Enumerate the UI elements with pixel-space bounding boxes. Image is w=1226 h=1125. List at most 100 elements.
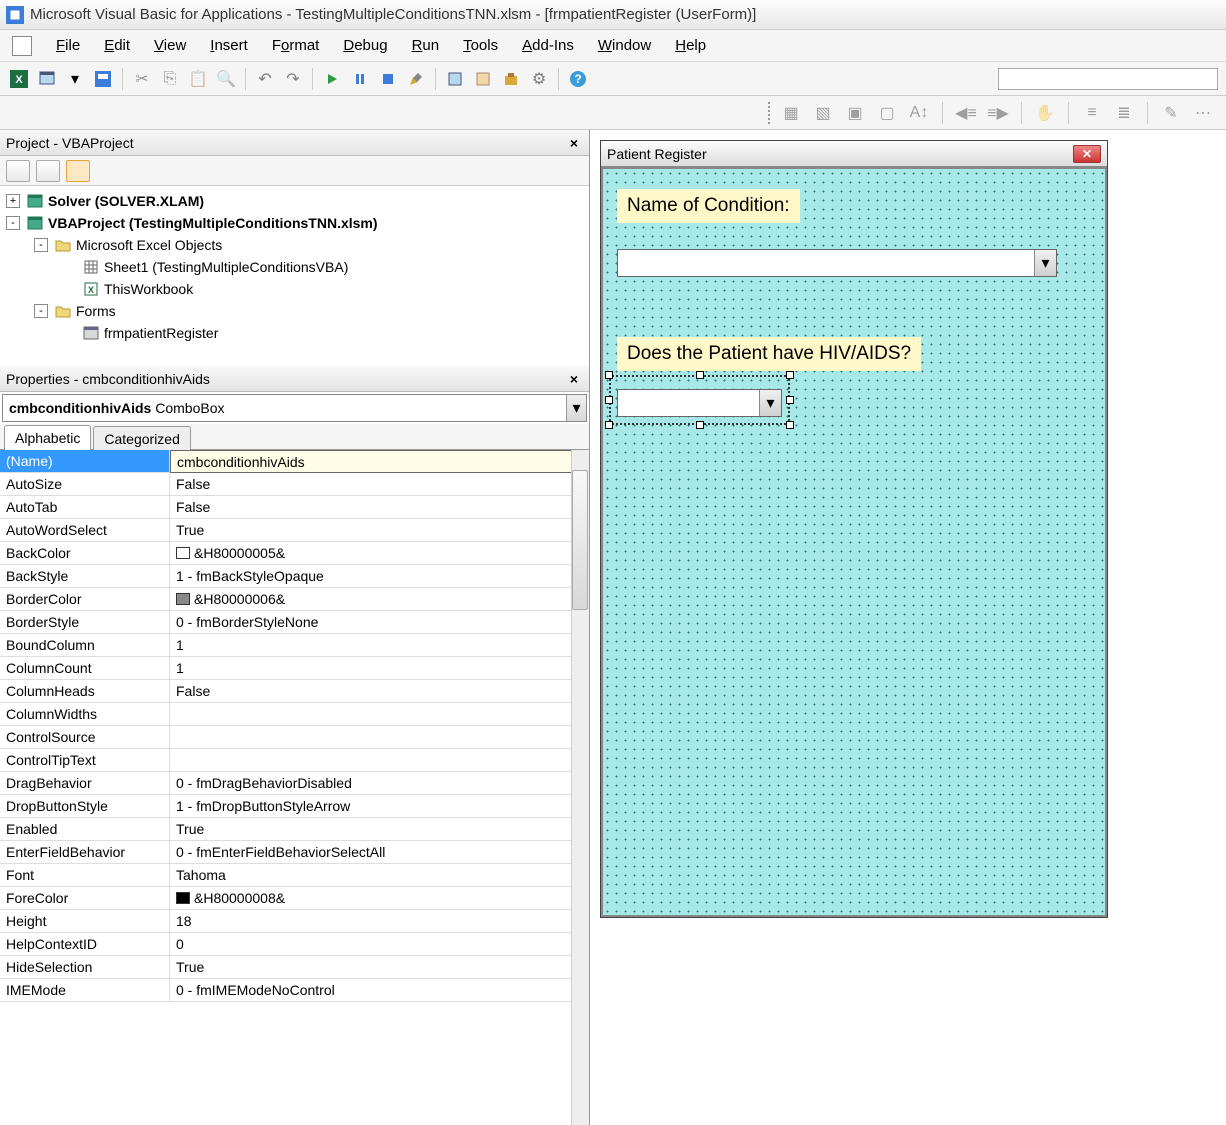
tree-item[interactable]: +Solver (SOLVER.XLAM)	[2, 190, 587, 212]
userform-body[interactable]: Name of Condition: ▾ Does the Patient ha…	[601, 167, 1107, 917]
property-value[interactable]: 0 - fmDragBehaviorDisabled	[170, 772, 589, 795]
tree-item[interactable]: frmpatientRegister	[2, 322, 587, 344]
property-name[interactable]: AutoWordSelect	[0, 519, 170, 542]
menu-help[interactable]: Help	[665, 33, 716, 58]
combo-hiv-aids[interactable]: ▾	[617, 389, 782, 417]
property-name[interactable]: IMEMode	[0, 979, 170, 1002]
property-value[interactable]: &H80000008&	[170, 887, 589, 910]
menu-format[interactable]: Format	[262, 33, 330, 58]
property-value[interactable]	[170, 726, 589, 749]
view-code-icon[interactable]	[6, 160, 30, 182]
property-value[interactable]	[170, 749, 589, 772]
property-name[interactable]: Height	[0, 910, 170, 933]
property-value[interactable]: 1	[170, 657, 589, 680]
userform-close-icon[interactable]: ✕	[1073, 145, 1101, 163]
properties-scrollbar[interactable]	[571, 450, 589, 1125]
ungroup-icon[interactable]: ▢	[876, 102, 898, 124]
property-name[interactable]: ControlSource	[0, 726, 170, 749]
menu-edit[interactable]: Edit	[94, 33, 140, 58]
tree-toggle-icon[interactable]: -	[34, 304, 48, 318]
paste-icon[interactable]: 📋	[187, 68, 209, 90]
indent-right-icon[interactable]: ≡▶	[987, 102, 1009, 124]
property-value[interactable]: False	[170, 496, 589, 519]
project-panel-close-icon[interactable]: ×	[565, 134, 583, 152]
property-name[interactable]: BackColor	[0, 542, 170, 565]
properties-object-selector[interactable]: cmbconditionhivAids ComboBox ▾	[2, 394, 587, 422]
label-hiv-aids[interactable]: Does the Patient have HIV/AIDS?	[617, 337, 921, 371]
property-value[interactable]: False	[170, 680, 589, 703]
excel-icon[interactable]: X	[8, 68, 30, 90]
property-value[interactable]: 1 - fmBackStyleOpaque	[170, 565, 589, 588]
properties-window-icon[interactable]	[472, 68, 494, 90]
design-mode-icon[interactable]	[405, 68, 427, 90]
property-name[interactable]: BackStyle	[0, 565, 170, 588]
property-value[interactable]: 1	[170, 634, 589, 657]
menu-insert[interactable]: Insert	[200, 33, 258, 58]
property-value[interactable]: 0	[170, 933, 589, 956]
property-value[interactable]: False	[170, 473, 589, 496]
property-name[interactable]: (Name)	[0, 450, 170, 473]
property-value[interactable]: 0 - fmIMEModeNoControl	[170, 979, 589, 1002]
help-icon[interactable]: ?	[567, 68, 589, 90]
property-name[interactable]: AutoSize	[0, 473, 170, 496]
hand-icon[interactable]: ✋	[1034, 102, 1056, 124]
property-value[interactable]: 1 - fmDropButtonStyleArrow	[170, 795, 589, 818]
group-icon[interactable]: ▣	[844, 102, 866, 124]
tree-item[interactable]: -Microsoft Excel Objects	[2, 234, 587, 256]
properties-grid[interactable]: (Name)cmbconditionhivAidsAutoSizeFalseAu…	[0, 450, 589, 1125]
property-name[interactable]: ColumnWidths	[0, 703, 170, 726]
bring-front-icon[interactable]: ▦	[780, 102, 802, 124]
property-value[interactable]: &H80000005&	[170, 542, 589, 565]
property-name[interactable]: Enabled	[0, 818, 170, 841]
object-browser-icon[interactable]: ⚙	[528, 68, 550, 90]
property-value[interactable]: 0 - fmEnterFieldBehaviorSelectAll	[170, 841, 589, 864]
system-menu-icon[interactable]	[12, 36, 32, 56]
tab-categorized[interactable]: Categorized	[93, 426, 191, 451]
property-value[interactable]: 0 - fmBorderStyleNone	[170, 611, 589, 634]
view-object-icon[interactable]	[36, 160, 60, 182]
menu-file[interactable]: File	[46, 33, 90, 58]
lines2-icon[interactable]: ≣	[1113, 102, 1135, 124]
property-value[interactable]: Tahoma	[170, 864, 589, 887]
tab-alphabetic[interactable]: Alphabetic	[4, 425, 91, 450]
property-name[interactable]: DropButtonStyle	[0, 795, 170, 818]
property-value[interactable]: True	[170, 519, 589, 542]
property-name[interactable]: HideSelection	[0, 956, 170, 979]
run-icon[interactable]	[321, 68, 343, 90]
property-value[interactable]: True	[170, 818, 589, 841]
menu-view[interactable]: View	[144, 33, 196, 58]
cut-icon[interactable]: ✂	[131, 68, 153, 90]
userform-titlebar[interactable]: Patient Register ✕	[601, 141, 1107, 167]
lines1-icon[interactable]: ≡	[1081, 102, 1103, 124]
property-value[interactable]: &H80000006&	[170, 588, 589, 611]
scrollbar-thumb[interactable]	[572, 470, 588, 610]
property-name[interactable]: EnterFieldBehavior	[0, 841, 170, 864]
toolbox-icon[interactable]	[500, 68, 522, 90]
property-name[interactable]: ControlTipText	[0, 749, 170, 772]
find-icon[interactable]: 🔍	[215, 68, 237, 90]
send-back-icon[interactable]: ▧	[812, 102, 834, 124]
property-value[interactable]: cmbconditionhivAids	[170, 450, 589, 473]
project-explorer-icon[interactable]	[444, 68, 466, 90]
property-value[interactable]: True	[170, 956, 589, 979]
toolbar-combo[interactable]	[998, 68, 1218, 90]
property-name[interactable]: ColumnCount	[0, 657, 170, 680]
indent-left-icon[interactable]: ◀≡	[955, 102, 977, 124]
dropdown-icon[interactable]: ▾	[64, 68, 86, 90]
property-value[interactable]: 18	[170, 910, 589, 933]
chevron-down-icon[interactable]: ▾	[566, 395, 586, 421]
properties-panel-close-icon[interactable]: ×	[565, 370, 583, 388]
tree-item[interactable]: Sheet1 (TestingMultipleConditionsVBA)	[2, 256, 587, 278]
property-name[interactable]: Font	[0, 864, 170, 887]
chevron-down-icon[interactable]: ▾	[1034, 250, 1056, 276]
redo-icon[interactable]: ↷	[282, 68, 304, 90]
combo-condition[interactable]: ▾	[617, 249, 1057, 277]
property-value[interactable]	[170, 703, 589, 726]
copy-icon[interactable]: ⎘	[159, 68, 181, 90]
save-icon[interactable]	[92, 68, 114, 90]
menu-debug[interactable]: Debug	[333, 33, 397, 58]
menu-addins[interactable]: Add-Ins	[512, 33, 584, 58]
property-name[interactable]: ForeColor	[0, 887, 170, 910]
tree-toggle-icon[interactable]: +	[6, 194, 20, 208]
tree-item[interactable]: XThisWorkbook	[2, 278, 587, 300]
